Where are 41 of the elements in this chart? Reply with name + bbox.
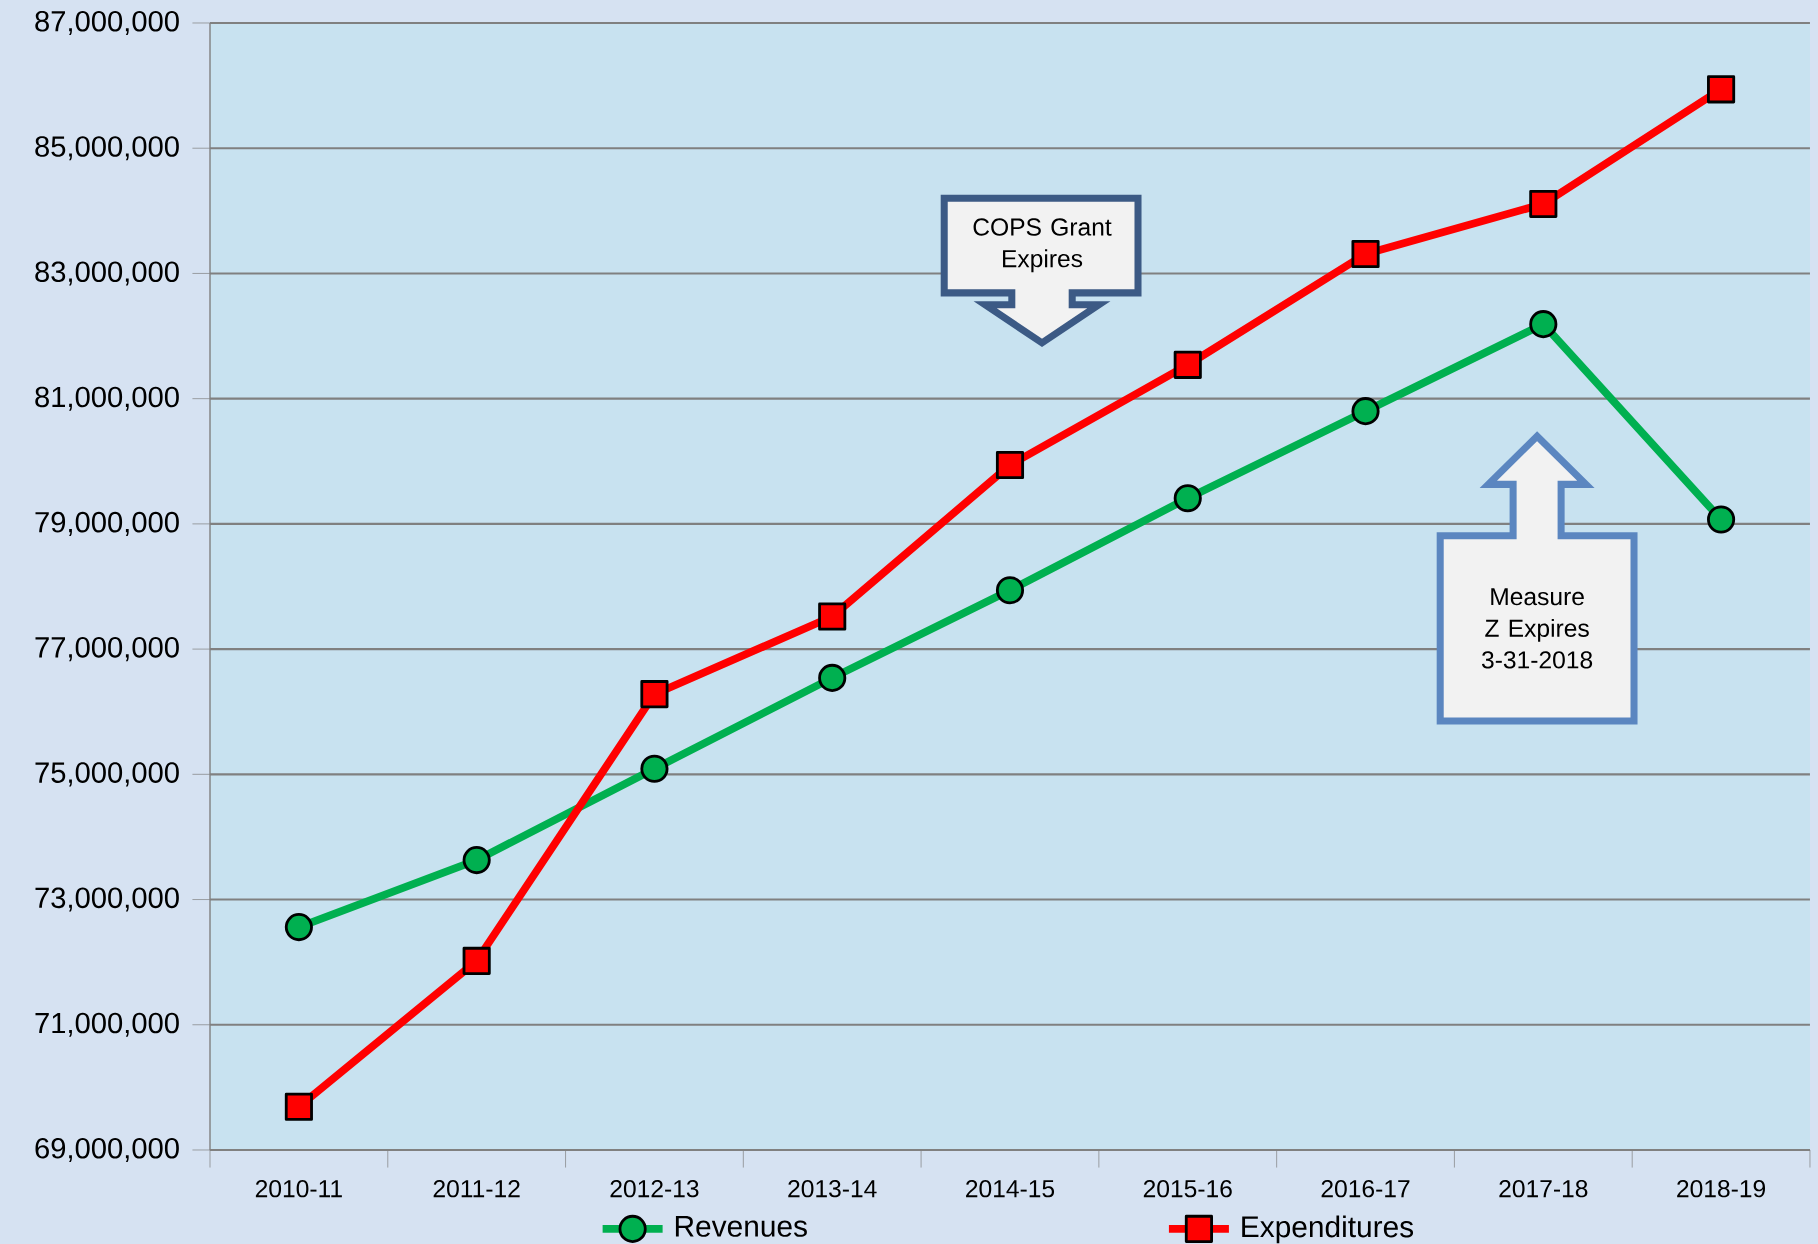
x-tick-label: 2017-18 (1499, 1180, 1588, 1198)
annotation: COPS Grant Expires (973, 218, 1112, 273)
point (1351, 397, 1380, 426)
y-tick-label: 79,000,000 (35, 511, 179, 536)
x-tick-label: 2016-17 (1321, 1180, 1410, 1198)
x-tick-label: 2015-16 (1143, 1180, 1232, 1198)
x-tick-label: 2011-12 (433, 1180, 520, 1198)
y-tick-label: 77,000,000 (35, 637, 179, 662)
point (1529, 310, 1558, 339)
x-tick-label: 2012-13 (610, 1180, 699, 1198)
point (1173, 350, 1202, 379)
point (1707, 75, 1736, 104)
point (462, 846, 491, 875)
y-tick-label: 85,000,000 (35, 136, 179, 161)
point (284, 913, 313, 942)
point (462, 946, 491, 975)
point (818, 663, 847, 692)
point (640, 754, 669, 783)
x-tick-label: 2018-19 (1677, 1180, 1766, 1198)
legend-label: Revenues (675, 1216, 807, 1237)
y-tick-label: 83,000,000 (35, 261, 179, 286)
point (995, 576, 1025, 605)
point (1529, 189, 1558, 218)
y-tick-label: 69,000,000 (35, 1137, 179, 1163)
point (284, 1092, 313, 1121)
point (995, 450, 1025, 480)
y-tick-label: 75,000,000 (35, 762, 179, 787)
y-tick-label: 81,000,000 (35, 386, 179, 411)
x-tick-label: 2013-14 (788, 1180, 877, 1198)
point (1173, 484, 1202, 513)
x-tick-label: 2014-15 (966, 1180, 1055, 1198)
legend-label: Expenditures (1242, 1215, 1414, 1244)
point (1351, 239, 1380, 269)
y-tick-label: 71,000,000 (35, 1012, 179, 1037)
y-tick-label: 87,000,000 (35, 10, 179, 36)
point (640, 680, 669, 709)
x-tick-label: 2010-11 (255, 1180, 342, 1198)
point (818, 602, 847, 631)
y-tick-label: 73,000,000 (35, 887, 179, 912)
annotation: Measure Z Expires 3-31-2018 (1481, 588, 1593, 669)
point (1707, 505, 1736, 534)
